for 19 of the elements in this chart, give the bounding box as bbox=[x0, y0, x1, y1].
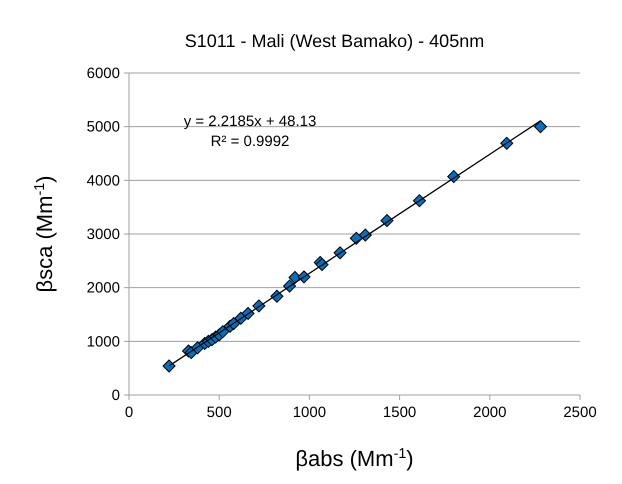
annotation: R² = 0.9992 bbox=[210, 133, 290, 150]
x-tick-label: 1500 bbox=[382, 404, 416, 421]
x-tick-label: 2500 bbox=[563, 404, 597, 421]
point bbox=[534, 120, 547, 134]
x-tick-label: 0 bbox=[124, 404, 134, 421]
x-tick-label: 500 bbox=[206, 404, 232, 421]
y-tick-label: 0 bbox=[112, 387, 120, 404]
y-tick-label: 1000 bbox=[86, 333, 120, 350]
point bbox=[162, 360, 176, 373]
y-tick-label: 2000 bbox=[86, 280, 120, 297]
x-tick-label: 1000 bbox=[292, 404, 326, 421]
y-tick-label: 5000 bbox=[86, 118, 120, 136]
annotation: y = 2.2185x + 48.13 bbox=[184, 113, 316, 130]
x-tick-label: 2000 bbox=[473, 404, 506, 421]
x-axis-title: βabs (Mm$^{-1}$) bbox=[295, 446, 414, 471]
y-tick-label: 3000 bbox=[86, 226, 120, 243]
y-tick-label: 4000 bbox=[86, 172, 120, 190]
chart-title: S1011 - Mali (West Bamako) - 405nm bbox=[184, 31, 484, 51]
y-tick-label: 6000 bbox=[86, 65, 120, 82]
